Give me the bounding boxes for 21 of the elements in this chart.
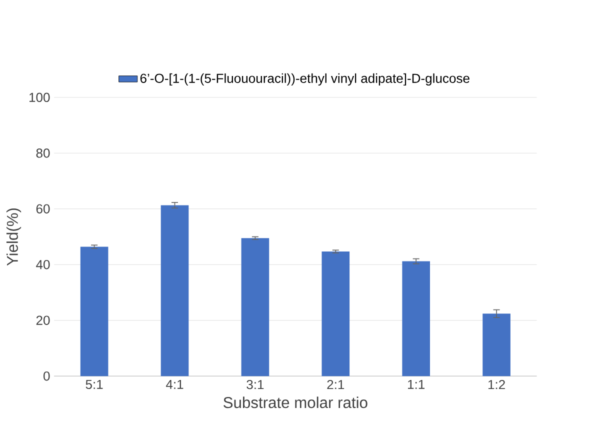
x-tick-label: 1:2 bbox=[488, 380, 505, 390]
bar bbox=[402, 261, 430, 376]
y-tick-label: 60 bbox=[36, 204, 50, 214]
legend-label: 6’-O-[1-(1-(5-Fluououracil))-ethyl vinyl adipate]-D-glucose bbox=[140, 73, 470, 86]
x-tick-label: 4:1 bbox=[166, 380, 184, 389]
x-tick-label: 5:1 bbox=[86, 380, 103, 390]
x-axis-title: Substrate molar ratio bbox=[224, 396, 368, 408]
y-tick-label: 20 bbox=[36, 316, 50, 325]
bar bbox=[322, 252, 350, 376]
bar bbox=[241, 238, 270, 376]
y-tick-label: 80 bbox=[36, 148, 50, 158]
y-axis-title: Yield(%) bbox=[6, 208, 22, 266]
y-tick-label: 0 bbox=[44, 371, 50, 381]
x-tick-label: 2:1 bbox=[327, 380, 344, 390]
y-tick-label: 40 bbox=[36, 260, 50, 270]
bar bbox=[160, 205, 189, 376]
x-tick-label: 1:1 bbox=[408, 380, 425, 389]
bar bbox=[80, 246, 108, 376]
bar bbox=[482, 314, 510, 376]
x-tick-label: 3:1 bbox=[246, 380, 264, 390]
y-tick-label: 100 bbox=[29, 92, 50, 102]
